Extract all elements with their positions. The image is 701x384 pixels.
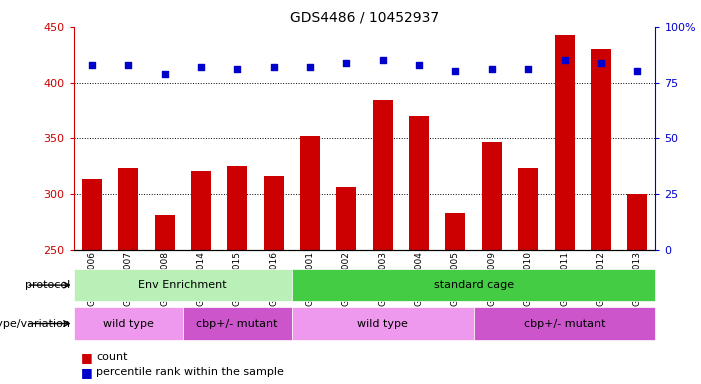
Bar: [191, 170, 211, 250]
Bar: [445, 213, 465, 250]
Text: cbp+/- mutant: cbp+/- mutant: [196, 318, 278, 329]
Point: [123, 62, 134, 68]
Text: count: count: [96, 352, 128, 362]
Bar: [518, 168, 538, 250]
Bar: [183, 307, 292, 340]
Bar: [409, 116, 429, 250]
Text: cbp+/- mutant: cbp+/- mutant: [524, 318, 605, 329]
Point: [559, 57, 570, 63]
Point: [632, 68, 643, 74]
Bar: [74, 307, 183, 340]
Point: [377, 57, 388, 63]
Text: percentile rank within the sample: percentile rank within the sample: [96, 367, 284, 377]
Bar: [264, 176, 284, 250]
Bar: [591, 49, 611, 250]
Bar: [118, 168, 138, 250]
Text: protocol: protocol: [25, 280, 70, 290]
Text: wild type: wild type: [103, 318, 154, 329]
Point: [450, 68, 461, 74]
Point: [522, 66, 533, 72]
Point: [595, 60, 606, 66]
Text: wild type: wild type: [358, 318, 408, 329]
Point: [231, 66, 243, 72]
Bar: [292, 269, 655, 301]
Bar: [474, 307, 655, 340]
Point: [414, 62, 425, 68]
Bar: [300, 136, 320, 250]
Point: [159, 71, 170, 77]
Point: [341, 60, 352, 66]
Bar: [336, 187, 356, 250]
Bar: [373, 100, 393, 250]
Bar: [554, 35, 575, 250]
Bar: [227, 166, 247, 250]
Bar: [292, 307, 474, 340]
Bar: [74, 269, 292, 301]
Text: ■: ■: [81, 351, 96, 364]
Point: [268, 64, 279, 70]
Point: [86, 62, 97, 68]
Text: ■: ■: [81, 366, 96, 379]
Title: GDS4486 / 10452937: GDS4486 / 10452937: [290, 10, 439, 24]
Text: genotype/variation: genotype/variation: [0, 318, 70, 329]
Bar: [82, 179, 102, 250]
Bar: [482, 142, 502, 250]
Bar: [627, 194, 647, 250]
Point: [196, 64, 207, 70]
Bar: [154, 215, 175, 250]
Point: [486, 66, 498, 72]
Point: [304, 64, 315, 70]
Text: Env Enrichment: Env Enrichment: [138, 280, 227, 290]
Text: standard cage: standard cage: [433, 280, 514, 290]
